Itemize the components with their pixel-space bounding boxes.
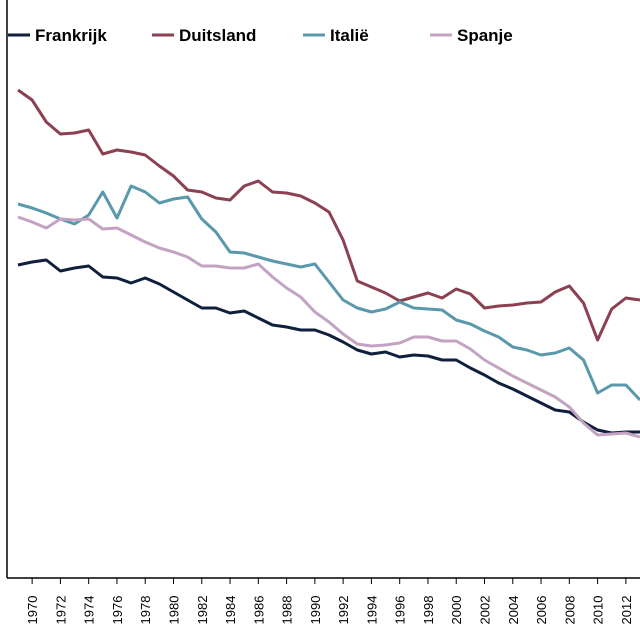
- x-axis-ticks: 1970 1972 1974 1976 1978 1980 1982 1984 1986 1988…: [25, 578, 634, 624]
- x-tick-label: 2008: [562, 596, 577, 625]
- legend-label-frankrijk: Frankrijk: [35, 26, 107, 45]
- x-tick-label: 2006: [534, 596, 549, 625]
- legend-label-spanje: Spanje: [457, 26, 513, 45]
- x-tick-label: 1974: [82, 596, 97, 625]
- legend-label-duitsland: Duitsland: [179, 26, 256, 45]
- x-tick-label: 1988: [280, 596, 295, 625]
- series-line-frankrijk: [17, 258, 640, 435]
- x-tick-label: 2012: [619, 596, 634, 625]
- x-tick-label: 1992: [336, 596, 351, 625]
- series-lines: [17, 88, 640, 439]
- x-tick-label: 1976: [110, 596, 125, 625]
- x-tick-label: 1990: [308, 596, 323, 625]
- x-tick-label: 1996: [393, 596, 408, 625]
- series-line-italië: [17, 184, 640, 402]
- x-tick-label: 1980: [167, 596, 182, 625]
- x-tick-label: 1998: [421, 596, 436, 625]
- x-tick-label: 2002: [478, 596, 493, 625]
- x-tick-label: 2000: [449, 596, 464, 625]
- legend-label-italië: Italië: [330, 26, 369, 45]
- series-line-spanje: [17, 215, 640, 439]
- x-tick-label: 1970: [25, 596, 40, 625]
- series-line-duitsland: [17, 88, 640, 342]
- x-tick-label: 1972: [53, 596, 68, 625]
- x-tick-label: 1994: [364, 596, 379, 625]
- x-tick-label: 2004: [506, 596, 521, 625]
- x-tick-label: 2010: [591, 596, 606, 625]
- x-tick-label: 1982: [195, 596, 210, 625]
- x-tick-label: 1984: [223, 596, 238, 625]
- legend: Frankrijk Duitsland Italië Spanje: [8, 26, 513, 45]
- x-tick-label: 1986: [251, 596, 266, 625]
- x-tick-label: 1978: [138, 596, 153, 625]
